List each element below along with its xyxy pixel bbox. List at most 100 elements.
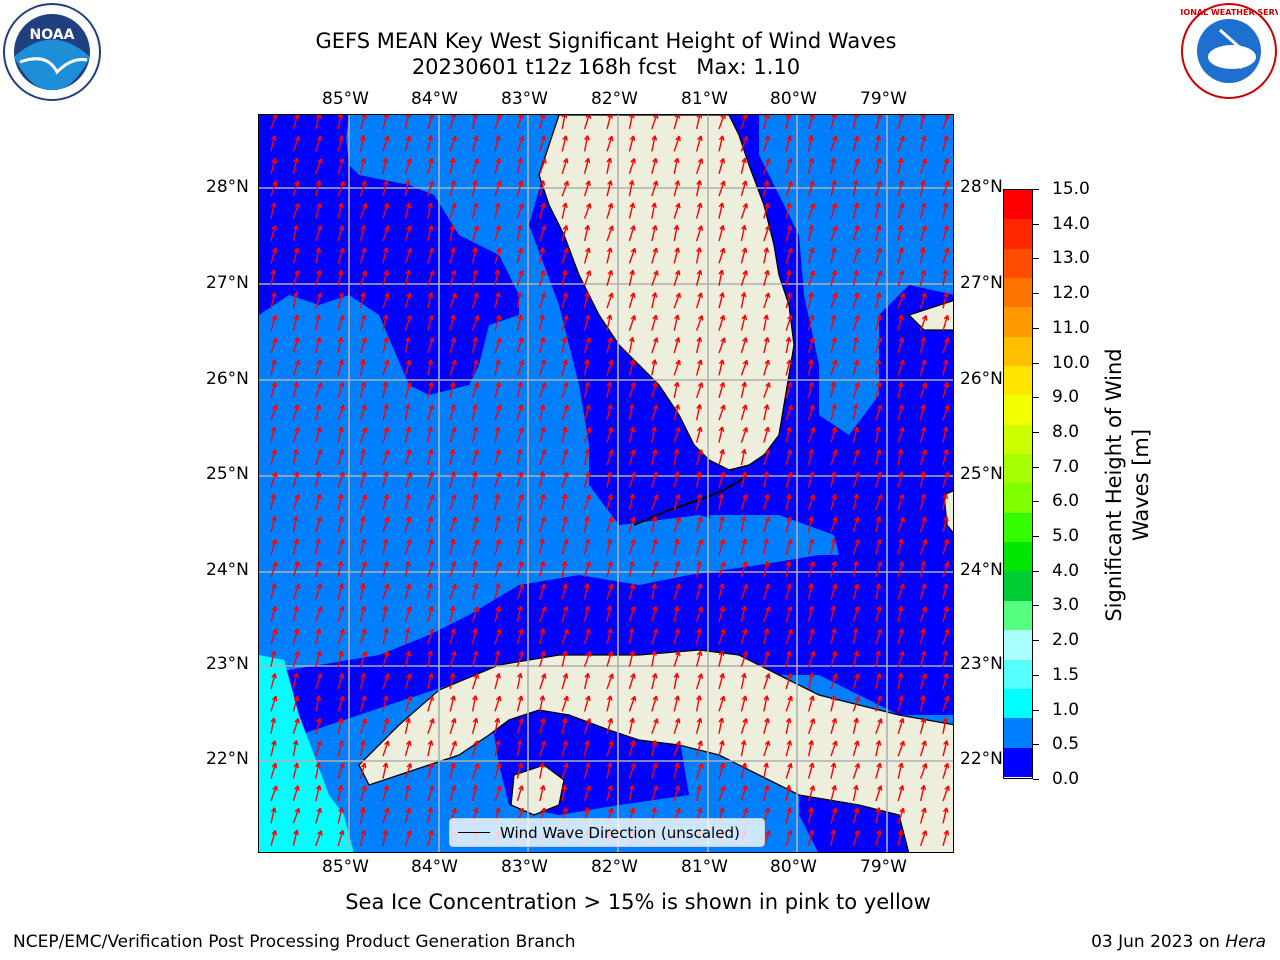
wave-direction-arrowhead	[831, 785, 837, 791]
wave-direction-arrowhead	[673, 448, 680, 455]
wave-direction-arrow	[292, 516, 298, 533]
wave-direction-arrow	[359, 427, 367, 443]
wave-direction-arrow	[740, 203, 748, 219]
wave-direction-arrowhead	[921, 449, 928, 455]
wave-direction-arrowhead	[292, 292, 299, 298]
wave-direction-arrowhead	[406, 762, 412, 769]
wave-direction-arrowhead	[652, 404, 659, 411]
wave-direction-arrow	[471, 202, 478, 219]
wave-direction-arrowhead	[293, 180, 300, 186]
wave-direction-arrowhead	[472, 560, 479, 567]
wave-direction-arrowhead	[876, 314, 882, 321]
wave-direction-arrowhead	[898, 718, 905, 724]
wave-direction-arrowhead	[271, 538, 278, 545]
wave-direction-arrow	[583, 270, 591, 287]
wave-direction-arrowhead	[740, 740, 747, 746]
wave-direction-arrowhead	[562, 225, 569, 231]
svg-text:NATIONAL WEATHER SERVICE: NATIONAL WEATHER SERVICE	[1180, 8, 1278, 17]
wave-direction-arrowhead	[652, 762, 658, 769]
wave-direction-arrowhead	[652, 471, 659, 478]
wave-direction-arrowhead	[831, 269, 838, 276]
wave-direction-arrow	[852, 718, 858, 734]
wave-direction-arrowhead	[876, 157, 882, 164]
wave-direction-arrowhead	[541, 606, 547, 612]
wave-direction-arrow	[807, 695, 814, 712]
wave-direction-arrowhead	[876, 404, 883, 411]
wave-direction-arrowhead	[361, 651, 368, 657]
wave-direction-arrow	[359, 740, 365, 757]
wave-direction-arrow	[449, 762, 455, 779]
wave-direction-arrowhead	[517, 695, 524, 701]
wave-direction-arrow	[740, 561, 747, 578]
wave-direction-arrowhead	[473, 135, 479, 142]
wave-direction-arrow	[471, 606, 479, 623]
wave-direction-arrow	[606, 471, 612, 488]
wave-direction-arrowhead	[608, 673, 614, 680]
wave-direction-arrow	[942, 426, 948, 443]
wave-direction-arrowhead	[607, 404, 613, 410]
wave-direction-arrow	[359, 606, 366, 622]
wave-direction-arrowhead	[562, 426, 568, 433]
wave-direction-arrowhead	[719, 762, 726, 769]
wave-direction-arrowhead	[450, 538, 456, 545]
wave-direction-arrow	[763, 651, 769, 667]
wave-direction-arrowhead	[337, 336, 344, 343]
wave-direction-arrowhead	[652, 180, 659, 187]
wave-direction-arrowhead	[764, 426, 770, 433]
wave-direction-arrow	[583, 583, 589, 600]
wave-direction-arrow	[583, 427, 591, 443]
wave-direction-arrow	[359, 247, 366, 264]
wave-direction-arrow	[516, 404, 523, 421]
wave-direction-arrowhead	[294, 115, 300, 119]
wave-direction-arrow	[315, 203, 321, 219]
wave-direction-arrowhead	[316, 717, 322, 724]
wave-direction-arrowhead	[809, 404, 815, 410]
wave-direction-arrowhead	[315, 314, 321, 320]
wave-direction-arrowhead	[562, 359, 568, 365]
wave-direction-arrowhead	[315, 337, 322, 343]
wave-direction-arrowhead	[428, 314, 434, 321]
wave-direction-arrowhead	[742, 807, 749, 814]
wave-direction-arrow	[449, 158, 455, 174]
wave-direction-arrow	[449, 427, 456, 443]
wave-direction-arrowhead	[360, 672, 367, 679]
lat-label-left: 28°N	[206, 177, 249, 197]
wave-direction-arrow	[494, 158, 501, 174]
wave-direction-arrow	[315, 807, 322, 824]
wave-direction-arrowhead	[428, 628, 435, 635]
wave-direction-arrowhead	[382, 695, 389, 701]
wave-direction-arrow	[449, 247, 455, 264]
wave-direction-arrowhead	[830, 157, 837, 164]
wave-direction-arrow	[852, 561, 858, 578]
wave-direction-arrow	[315, 606, 322, 623]
wave-direction-arrow	[337, 202, 343, 219]
wave-direction-arrow	[897, 247, 903, 264]
wave-direction-arrow	[494, 135, 500, 152]
wave-direction-arrowhead	[944, 628, 950, 635]
wave-direction-arrow	[807, 135, 813, 152]
wave-direction-arrowhead	[427, 426, 433, 432]
wave-direction-arrow	[919, 270, 926, 286]
wave-direction-arrowhead	[741, 314, 748, 321]
wave-direction-arrowhead	[921, 158, 928, 164]
wave-direction-arrowhead	[921, 359, 927, 366]
wave-direction-arrowhead	[539, 314, 545, 320]
wave-direction-arrow	[494, 247, 501, 264]
wave-direction-arrowhead	[316, 225, 323, 231]
wave-direction-arrowhead	[809, 247, 815, 254]
wave-direction-arrowhead	[719, 314, 726, 321]
wave-direction-arrow	[583, 180, 590, 197]
wave-direction-arrowhead	[339, 471, 345, 478]
wave-direction-arrowhead	[854, 673, 860, 679]
wave-direction-arrowhead	[472, 493, 479, 500]
wave-direction-arrowhead	[339, 762, 345, 769]
wave-direction-arrow	[875, 382, 881, 398]
wave-direction-arrowhead	[428, 180, 435, 187]
wave-direction-arrowhead	[294, 494, 300, 500]
wave-direction-arrowhead	[853, 269, 859, 276]
wave-direction-arrowhead	[294, 785, 300, 791]
wave-direction-arrow	[494, 449, 500, 466]
wave-direction-arrow	[942, 135, 948, 152]
wave-direction-arrow	[404, 830, 412, 847]
lon-label-bottom: 83°W	[501, 857, 548, 877]
